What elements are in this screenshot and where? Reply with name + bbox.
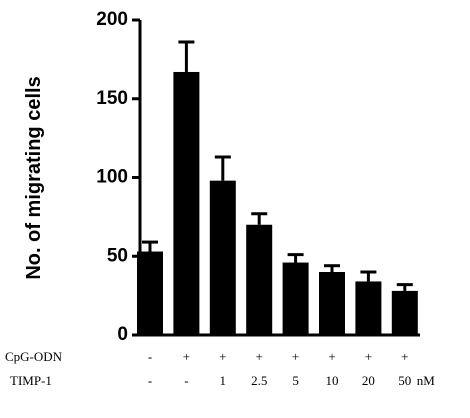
- x-tick-label: -: [148, 349, 152, 364]
- x-tick-label: +: [292, 349, 299, 364]
- bar: [137, 251, 163, 335]
- row-label: TIMP-1: [10, 373, 52, 388]
- bar: [246, 224, 273, 335]
- x-tick-label: +: [365, 349, 372, 364]
- x-tick-label: -: [148, 373, 152, 388]
- y-tick-label: 150: [96, 88, 128, 109]
- y-tick-label: 100: [96, 167, 128, 188]
- x-tick-label: 1: [220, 373, 227, 388]
- y-tick-label: 0: [117, 324, 128, 345]
- y-axis-title: No. of migrating cells: [23, 76, 45, 279]
- row-label: CpG-ODN: [5, 349, 63, 364]
- x-tick-label: 10: [326, 373, 339, 388]
- x-tick-label: +: [256, 349, 263, 364]
- y-tick-label: 200: [96, 9, 128, 30]
- x-tick-label: +: [401, 349, 408, 364]
- bar: [391, 290, 418, 335]
- bar: [282, 262, 309, 335]
- bar: [173, 71, 200, 335]
- x-tick-label: 50: [398, 373, 411, 388]
- bar: [209, 180, 236, 335]
- x-tick-label: 20: [362, 373, 375, 388]
- x-tick-label: +: [219, 349, 226, 364]
- x-tick-label: -: [184, 373, 188, 388]
- unit-label: nM: [417, 373, 436, 388]
- bar: [355, 281, 382, 335]
- y-tick-label: 50: [107, 245, 128, 266]
- x-tick-label: 2.5: [251, 373, 267, 388]
- x-tick-label: +: [328, 349, 335, 364]
- x-tick-label: +: [183, 349, 190, 364]
- bar: [319, 272, 345, 335]
- x-tick-label: 5: [292, 373, 299, 388]
